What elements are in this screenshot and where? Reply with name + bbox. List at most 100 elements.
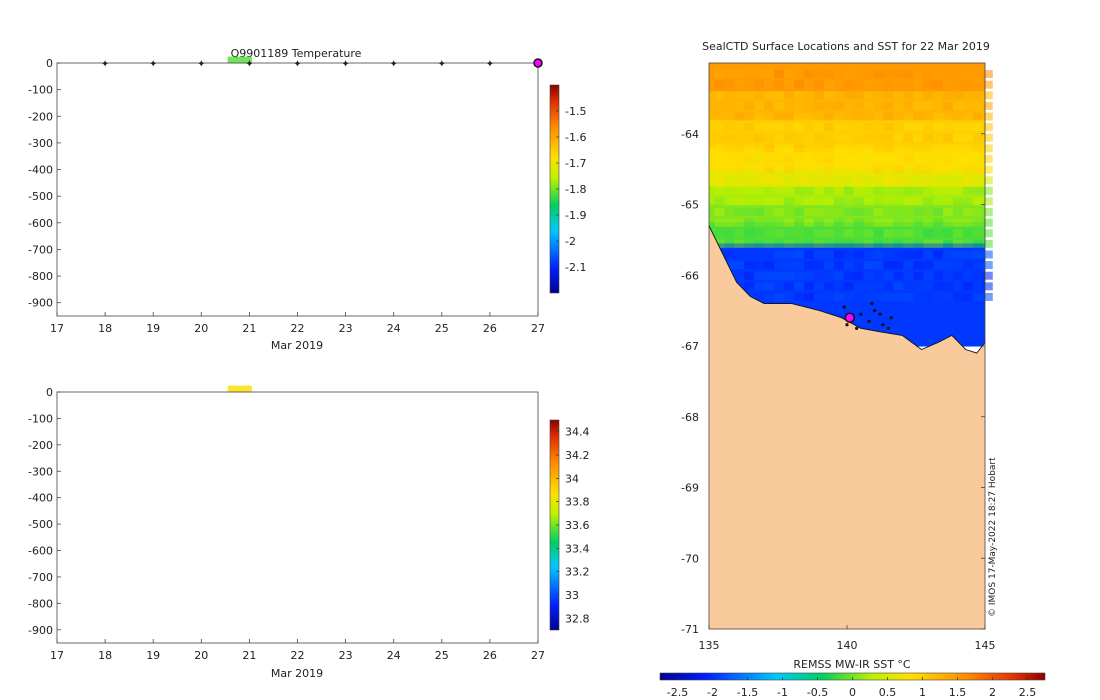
sst-pixel xyxy=(952,70,963,79)
sst-pixel xyxy=(873,176,884,185)
sst-pixel xyxy=(962,80,973,89)
sst-pixel xyxy=(803,70,814,79)
sst-pixel xyxy=(744,197,755,206)
sst-pixel xyxy=(873,208,884,217)
sst-pixel xyxy=(843,229,854,238)
sst-pixel xyxy=(764,292,775,301)
sst-pixel xyxy=(952,229,963,238)
sst-pixel xyxy=(764,112,775,121)
sst-colorbar-tick-label: -0.5 xyxy=(807,686,828,699)
sst-pixel xyxy=(823,282,834,291)
sst-pixel xyxy=(774,292,785,301)
colorbar-tick-label: -1.5 xyxy=(565,105,586,118)
sst-pixel xyxy=(754,112,765,121)
colorbar-tick-label: 34.2 xyxy=(565,449,590,462)
sst-colorbar-label: REMSS MW-IR SST °C xyxy=(793,658,911,671)
sst-pixel xyxy=(734,218,745,227)
sst-pixel xyxy=(952,165,963,174)
sst-pixel xyxy=(784,112,795,121)
sst-pixel xyxy=(863,70,874,79)
sst-pixel xyxy=(803,176,814,185)
sst-pixel xyxy=(734,80,745,89)
sst-pixel xyxy=(893,271,904,280)
sst-pixel xyxy=(972,271,983,280)
sst-pixel xyxy=(952,112,963,121)
sst-pixel xyxy=(952,282,963,291)
sst-pixel xyxy=(863,208,874,217)
sst-pixel xyxy=(784,271,795,280)
sst-pixel xyxy=(724,239,735,248)
sst-pixel xyxy=(823,176,834,185)
y-tick-label: 0 xyxy=(46,386,53,399)
sst-pixel xyxy=(933,282,944,291)
sst-pixel xyxy=(724,112,735,121)
sst-pixel xyxy=(764,123,775,132)
sst-colorbar-tick-label: -2 xyxy=(707,686,718,699)
sst-pixel xyxy=(962,208,973,217)
sst-pixel xyxy=(803,80,814,89)
sst-pixel xyxy=(724,70,735,79)
sst-pixel xyxy=(843,154,854,163)
x-tick-label: 17 xyxy=(50,322,64,335)
sst-pixel xyxy=(784,186,795,195)
sst-pixel xyxy=(952,176,963,185)
colorbar-tick-label: -1.6 xyxy=(565,131,586,144)
sst-pixel xyxy=(933,176,944,185)
sst-pixel xyxy=(913,218,924,227)
sst-pixel xyxy=(734,165,745,174)
sst-pixel xyxy=(794,292,805,301)
sst-pixel xyxy=(813,186,824,195)
sst-pixel xyxy=(803,186,814,195)
sst-pixel xyxy=(913,144,924,153)
sst-pixel xyxy=(794,176,805,185)
sst-pixel xyxy=(893,282,904,291)
sst-pixel xyxy=(943,271,954,280)
sst-pixel xyxy=(853,218,864,227)
sst-pixel xyxy=(853,176,864,185)
sst-pixel xyxy=(724,123,735,132)
map-y-tick-label: -70 xyxy=(681,552,699,565)
x-tick-label: 26 xyxy=(483,649,497,662)
sst-pixel xyxy=(803,91,814,100)
sst-pixel xyxy=(754,123,765,132)
sst-pixel xyxy=(744,218,755,227)
sst-pixel xyxy=(714,197,725,206)
sst-pixel xyxy=(754,239,765,248)
sst-pixel xyxy=(843,261,854,270)
sst-pixel xyxy=(813,208,824,217)
sst-pixel xyxy=(813,70,824,79)
y-tick-label: -100 xyxy=(28,412,53,425)
sst-pixel xyxy=(982,197,993,206)
seal-position xyxy=(889,316,893,320)
sst-pixel xyxy=(883,250,894,259)
sst-pixel xyxy=(933,133,944,142)
sst-pixel xyxy=(813,271,824,280)
sst-pixel xyxy=(714,112,725,121)
sst-pixel xyxy=(913,282,924,291)
sst-pixel xyxy=(843,91,854,100)
sst-pixel xyxy=(833,250,844,259)
sst-pixel xyxy=(943,70,954,79)
y-tick-label: -500 xyxy=(28,190,53,203)
sst-pixel xyxy=(972,91,983,100)
sst-pixel xyxy=(883,70,894,79)
sst-pixel xyxy=(784,123,795,132)
sst-pixel xyxy=(833,176,844,185)
sst-pixel xyxy=(754,101,765,110)
sst-pixel xyxy=(883,239,894,248)
sst-pixel xyxy=(913,197,924,206)
sst-pixel xyxy=(923,133,934,142)
sst-pixel xyxy=(982,229,993,238)
temperature-panel: Q9901189 Temperature ✦ ✦ ✦ ✦ ✦ ✦ ✦ ✦ ✦ 17 18 19 20 2… xyxy=(28,47,586,352)
sst-pixel xyxy=(784,197,795,206)
sst-pixel xyxy=(744,239,755,248)
profile-marker: ✦ xyxy=(486,59,494,70)
sst-pixel xyxy=(903,197,914,206)
sst-pixel xyxy=(883,112,894,121)
sst-pixel xyxy=(883,176,894,185)
sst-map-y-ticks: -64 -65 -66 -67 -68 -69 -70 -71 xyxy=(681,128,985,636)
x-tick-label: 21 xyxy=(242,649,256,662)
sst-pixel xyxy=(724,91,735,100)
sst-pixel xyxy=(813,250,824,259)
sst-colorbar-tick-label: -1 xyxy=(777,686,788,699)
